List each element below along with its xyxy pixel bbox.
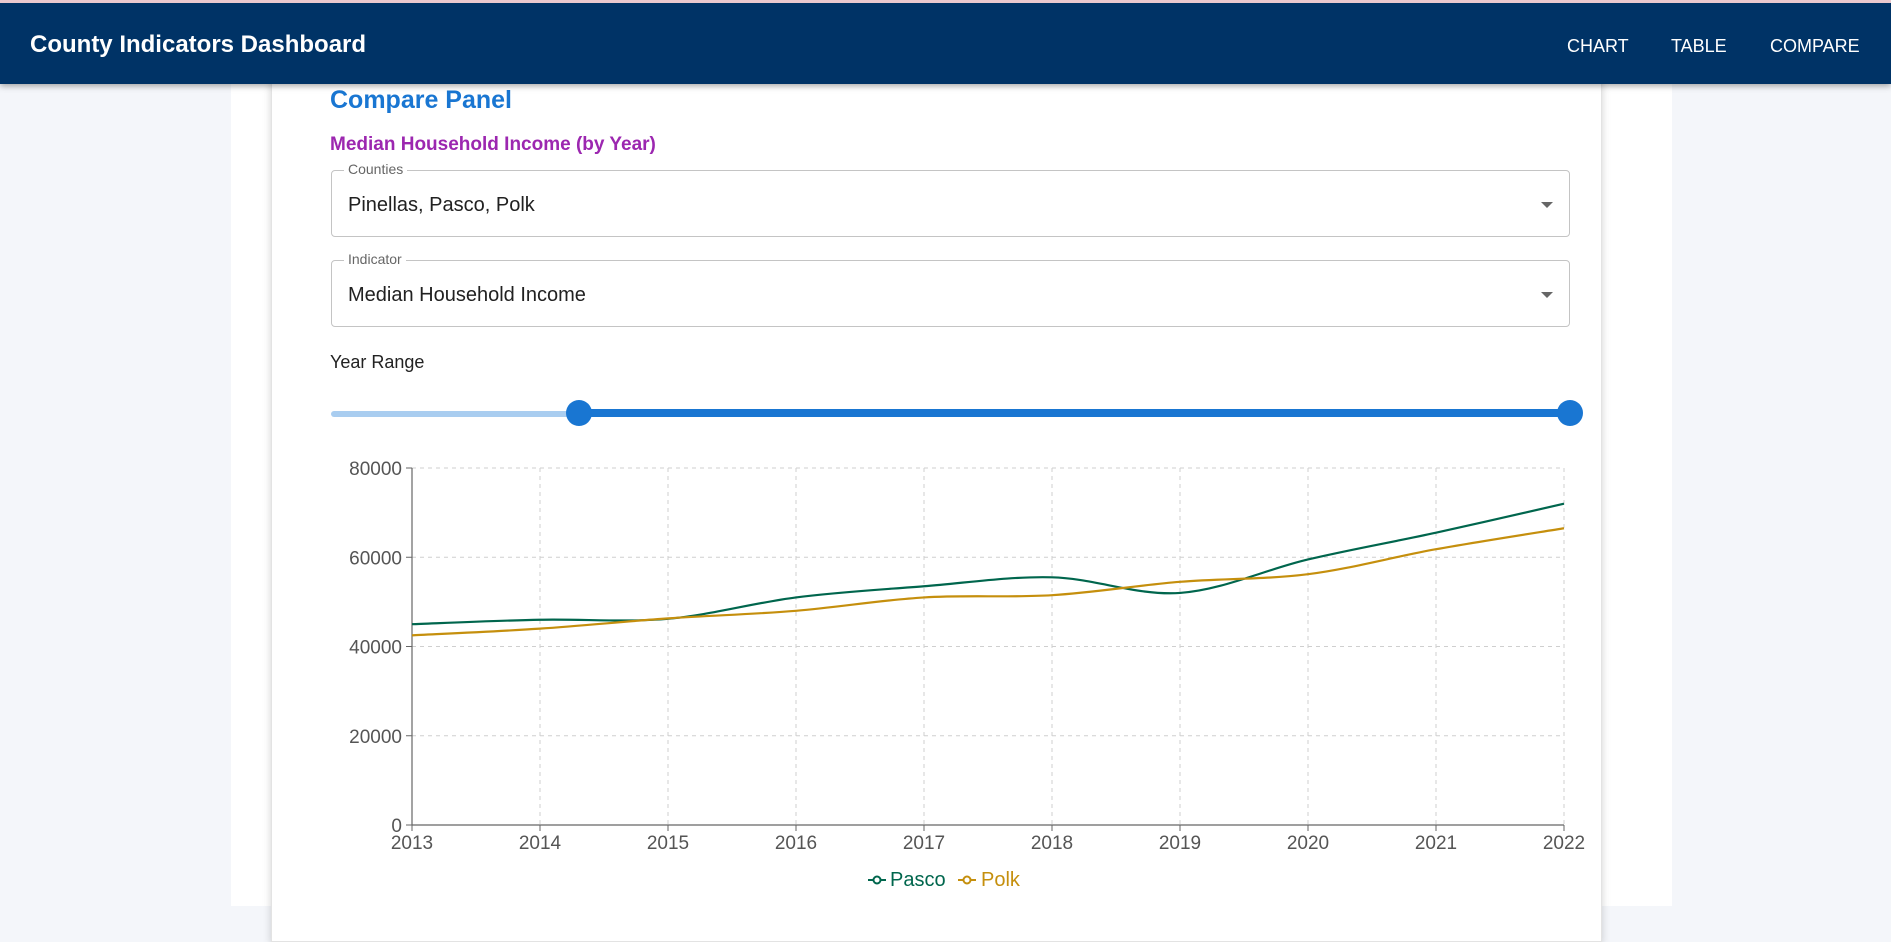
nav-table[interactable]: TABLE bbox=[1671, 36, 1727, 56]
counties-select[interactable]: Counties Pinellas, Pasco, Polk bbox=[331, 161, 1570, 237]
x-tick-label: 2016 bbox=[775, 833, 817, 854]
y-tick-label: 80000 bbox=[349, 459, 402, 480]
x-tick-label: 2017 bbox=[903, 833, 945, 854]
series-line-pasco bbox=[411, 502, 1565, 626]
x-tick-label: 2014 bbox=[519, 833, 562, 854]
x-tick-label: 2019 bbox=[1159, 833, 1201, 854]
app-header: County Indicators Dashboard CHART TABLE … bbox=[0, 0, 1891, 84]
year-range-end-thumb[interactable] bbox=[1557, 400, 1583, 426]
x-tick-label: 2018 bbox=[1031, 833, 1073, 854]
indicator-value: Median Household Income bbox=[348, 284, 586, 306]
chevron-down-icon bbox=[1541, 292, 1553, 298]
y-tick-label: 60000 bbox=[349, 548, 402, 569]
chart-legend: Pasco Polk bbox=[868, 869, 1021, 891]
legend-pasco-label: Pasco bbox=[890, 869, 946, 891]
nav-compare[interactable]: COMPARE bbox=[1770, 36, 1860, 56]
counties-label: Counties bbox=[344, 161, 408, 177]
x-tick-label: 2021 bbox=[1415, 833, 1457, 854]
panel-title: Compare Panel bbox=[330, 86, 513, 114]
chart-series bbox=[411, 502, 1565, 637]
chevron-down-icon bbox=[1541, 202, 1553, 208]
y-tick-label: 40000 bbox=[349, 638, 402, 659]
chart-axes: 2013 2014 2015 2016 2017 2018 2019 2020 2021 2022… bbox=[349, 459, 1585, 854]
chart-subtitle: Median Household Income (by Year) bbox=[330, 134, 656, 155]
x-tick-label: 2013 bbox=[391, 833, 433, 854]
nav-chart[interactable]: CHART bbox=[1567, 36, 1629, 56]
legend-polk-marker bbox=[962, 875, 972, 885]
x-tick-label: 2015 bbox=[647, 833, 689, 854]
series-line-polk bbox=[411, 527, 1565, 637]
chart-grid bbox=[411, 467, 1565, 826]
counties-value: Pinellas, Pasco, Polk bbox=[348, 194, 535, 216]
legend-polk-label: Polk bbox=[981, 869, 1021, 891]
year-range-track[interactable] bbox=[578, 409, 1570, 417]
app-title: County Indicators Dashboard bbox=[30, 31, 367, 58]
y-tick-label: 0 bbox=[391, 816, 402, 837]
year-range-label: Year Range bbox=[330, 352, 425, 372]
legend-pasco-marker bbox=[872, 875, 882, 885]
income-line-chart: 2013 2014 2015 2016 2017 2018 2019 2020 2021 2022… bbox=[349, 459, 1585, 891]
y-tick-label: 20000 bbox=[349, 727, 402, 748]
x-tick-label: 2020 bbox=[1287, 833, 1329, 854]
x-tick-label: 2022 bbox=[1543, 833, 1585, 854]
year-range-start-thumb[interactable] bbox=[565, 400, 592, 426]
indicator-label: Indicator bbox=[344, 251, 406, 267]
indicator-select[interactable]: Indicator Median Household Income bbox=[331, 251, 1570, 327]
